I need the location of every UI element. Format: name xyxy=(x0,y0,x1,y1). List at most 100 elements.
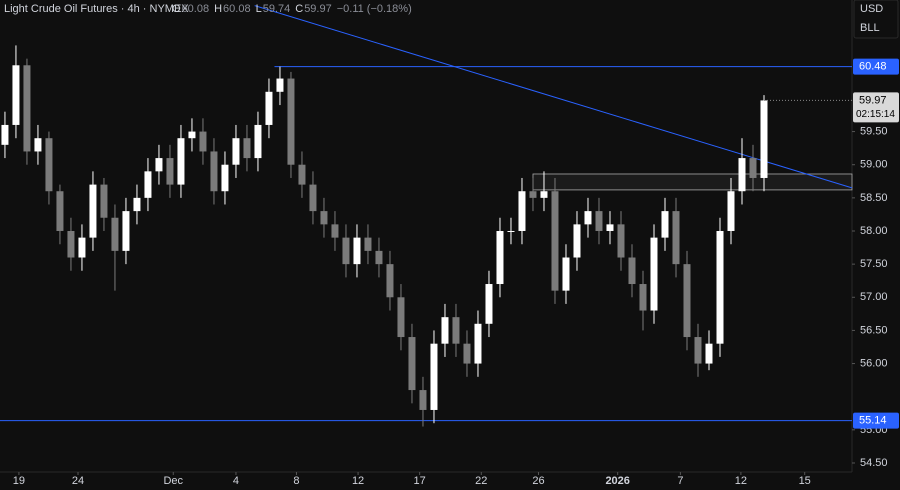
candle-body xyxy=(133,197,141,212)
candle-body xyxy=(507,230,515,232)
candle-body xyxy=(397,297,405,338)
x-tick-label: 22 xyxy=(475,475,487,487)
field-value: 60.08 xyxy=(223,3,251,15)
candle-body xyxy=(298,164,306,185)
level-label-bg xyxy=(853,58,899,75)
candle-body xyxy=(309,184,317,212)
candle-body xyxy=(441,317,449,344)
field-value: 59.97 xyxy=(304,3,332,15)
y-tick-label: 57.50 xyxy=(860,258,888,270)
candle-body xyxy=(463,343,471,364)
candle-body xyxy=(364,237,372,251)
last-price-bg xyxy=(853,92,899,123)
candle-body xyxy=(529,191,537,198)
candle-body xyxy=(100,184,108,218)
candle-body xyxy=(628,257,636,285)
candle-body xyxy=(540,191,548,198)
candle-body xyxy=(705,343,713,364)
candle-body xyxy=(166,158,174,185)
candle-body xyxy=(408,337,416,391)
candle-body xyxy=(188,131,196,139)
candle-body xyxy=(595,211,603,231)
candle-body xyxy=(760,100,768,178)
candle-body xyxy=(265,91,273,125)
y-tick-label: 58.00 xyxy=(860,225,888,237)
level-label: 55.14 xyxy=(859,414,887,426)
candle-body xyxy=(496,230,504,285)
candle-body xyxy=(122,211,130,251)
x-tick-label: 4 xyxy=(233,475,239,487)
candle-body xyxy=(254,124,262,159)
header: Light Crude Oil Futures · 4h · NYMEX O 60… xyxy=(4,3,412,15)
candle-body xyxy=(617,224,625,258)
x-tick-label: 19 xyxy=(13,475,25,487)
currency-box[interactable] xyxy=(853,0,899,39)
x-tick-label: 12 xyxy=(352,475,364,487)
field-label: O xyxy=(172,3,181,15)
candle-body xyxy=(144,171,152,198)
field-label: H xyxy=(214,3,222,15)
y-tick-label: 59.00 xyxy=(860,159,888,171)
candle-body xyxy=(232,138,240,165)
candle-body xyxy=(639,284,647,311)
y-tick-label: 59.50 xyxy=(860,125,888,137)
candle-body xyxy=(89,184,97,238)
last-price: 59.97 xyxy=(859,94,887,106)
candle-body xyxy=(518,191,526,231)
zone xyxy=(532,173,853,191)
candle-body xyxy=(45,138,53,192)
candle-body xyxy=(287,78,295,165)
field-value: 59.74 xyxy=(263,3,291,15)
candle-body xyxy=(320,211,328,225)
x-tick-label: 7 xyxy=(677,475,683,487)
level-label: 60.48 xyxy=(859,61,887,73)
change: −0.11 (−0.18%) xyxy=(337,3,412,15)
candle-body xyxy=(738,158,746,192)
y-tick-label: 56.00 xyxy=(860,357,888,369)
countdown: 02:15:14 xyxy=(856,109,895,120)
candle-body xyxy=(727,191,735,231)
x-tick-label: 17 xyxy=(414,475,426,487)
candle-body xyxy=(243,138,251,159)
candle-body xyxy=(474,323,482,364)
candle-body xyxy=(650,237,658,311)
candle-body xyxy=(749,158,757,178)
candle-body xyxy=(562,257,570,291)
candle-body xyxy=(353,237,361,265)
x-tick-label: 15 xyxy=(799,475,811,487)
candle-body xyxy=(221,164,229,192)
candle-body xyxy=(375,250,383,265)
candle-body xyxy=(155,158,163,172)
y-tick-label: 56.50 xyxy=(860,324,888,336)
candle-body xyxy=(452,317,460,344)
trendline xyxy=(254,5,853,189)
candle-body xyxy=(419,390,427,410)
currency: USD xyxy=(860,3,883,15)
candle-body xyxy=(78,237,86,258)
x-tick-label: Dec xyxy=(163,475,183,487)
candle-body xyxy=(177,138,185,185)
candle-body xyxy=(606,224,614,231)
candle-body xyxy=(694,337,702,364)
field-label: C xyxy=(295,3,303,15)
level-label-bg xyxy=(853,412,899,429)
x-tick-label: 12 xyxy=(735,475,747,487)
candle-body xyxy=(683,264,691,338)
plot xyxy=(0,5,853,427)
field-value: 60.08 xyxy=(182,3,210,15)
candle-body xyxy=(12,65,20,125)
field-label: L xyxy=(256,3,262,15)
candle-body xyxy=(1,124,9,145)
candle-body xyxy=(485,284,493,324)
candle-body xyxy=(584,211,592,225)
y-tick-label: 54.50 xyxy=(860,457,888,469)
candle-body xyxy=(430,343,438,410)
candle-body xyxy=(672,211,680,265)
y-tick-label: 58.50 xyxy=(860,192,888,204)
x-tick-label: 24 xyxy=(72,475,84,487)
candle-body xyxy=(34,138,42,152)
candle-body xyxy=(276,78,284,92)
